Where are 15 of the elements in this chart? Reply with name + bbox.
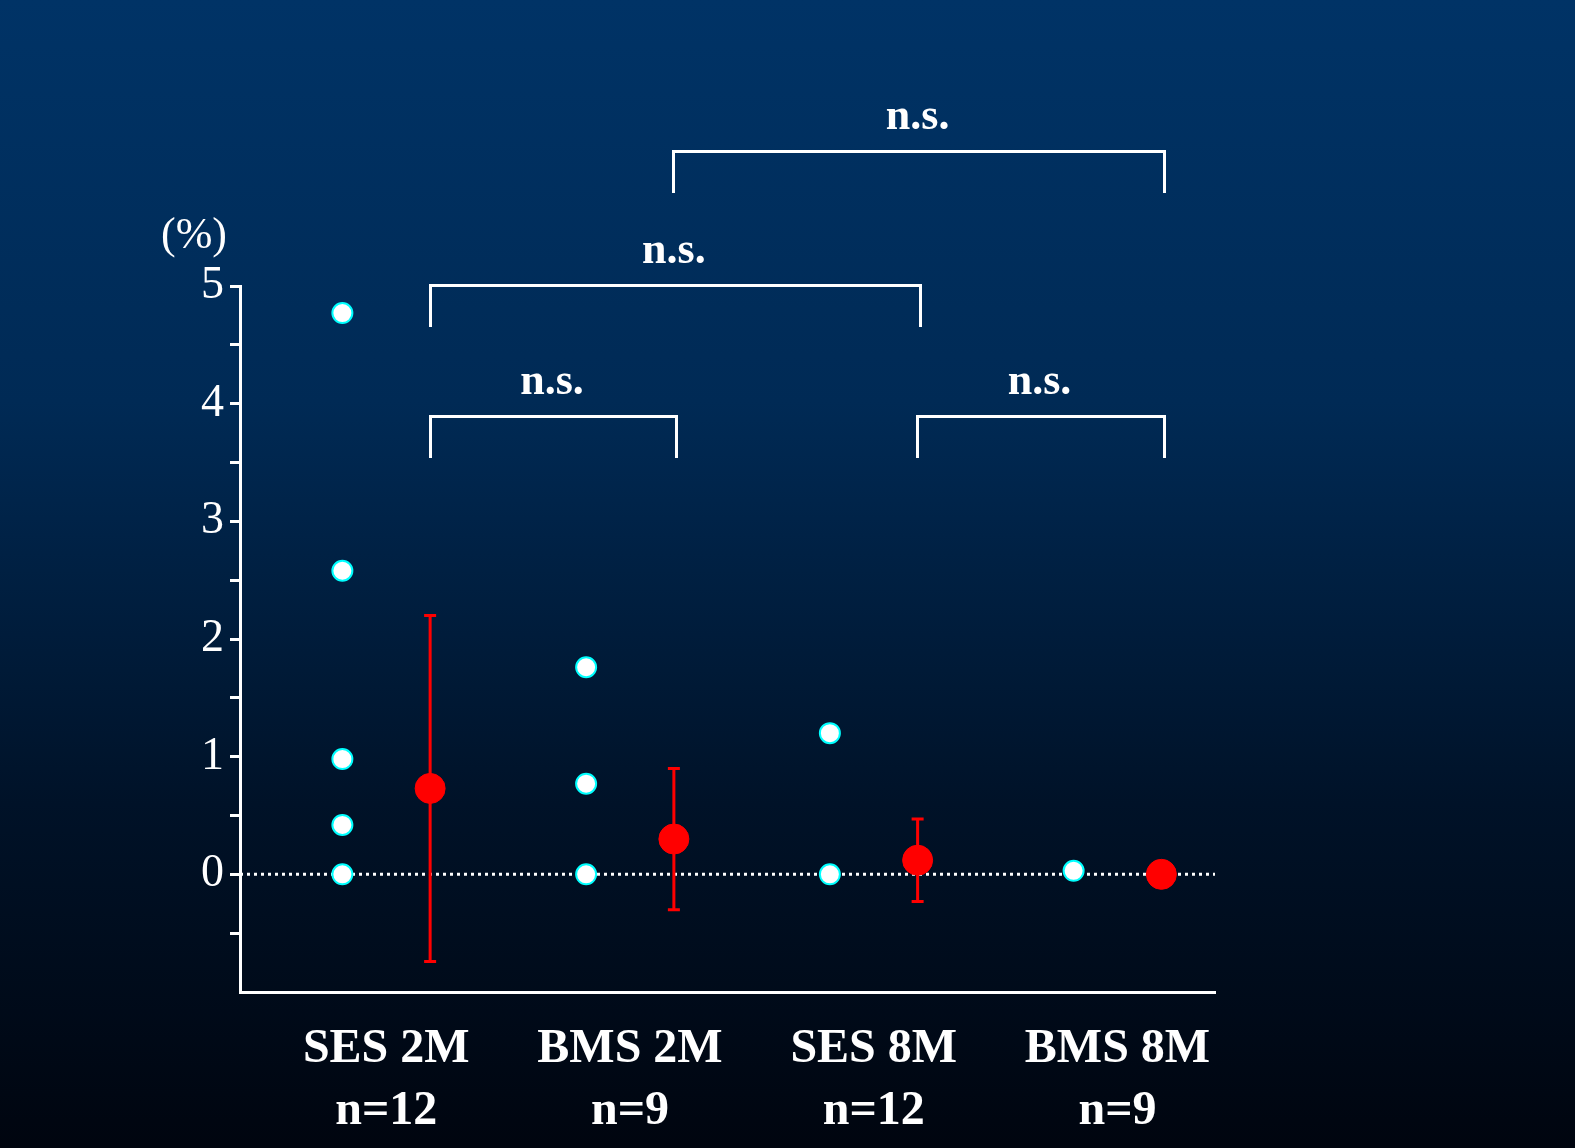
text: n.s. — [641, 224, 707, 274]
x-tick-label: BMS 2M n=9 — [537, 1018, 723, 1135]
y-tick-label: 1 — [201, 727, 224, 779]
annotation: n.s. — [1006, 355, 1073, 405]
text: n.s. — [884, 90, 951, 140]
x-tick-label: BMS 8M n=9 — [1024, 1018, 1211, 1135]
y-tick-label: 5 — [201, 257, 224, 309]
x-tick-label: SES 8M n=12 — [790, 1018, 958, 1135]
y-tick-label: 3 — [201, 492, 224, 544]
y-tick-label: 4 — [201, 374, 224, 426]
y-axis-title: (%) — [161, 209, 227, 258]
y-tick-label: 0 — [201, 845, 224, 897]
y-tick-label: 2 — [201, 610, 224, 662]
annotation: n.s. — [519, 355, 585, 405]
x-tick-label: SES 2M n=12 — [302, 1018, 470, 1135]
